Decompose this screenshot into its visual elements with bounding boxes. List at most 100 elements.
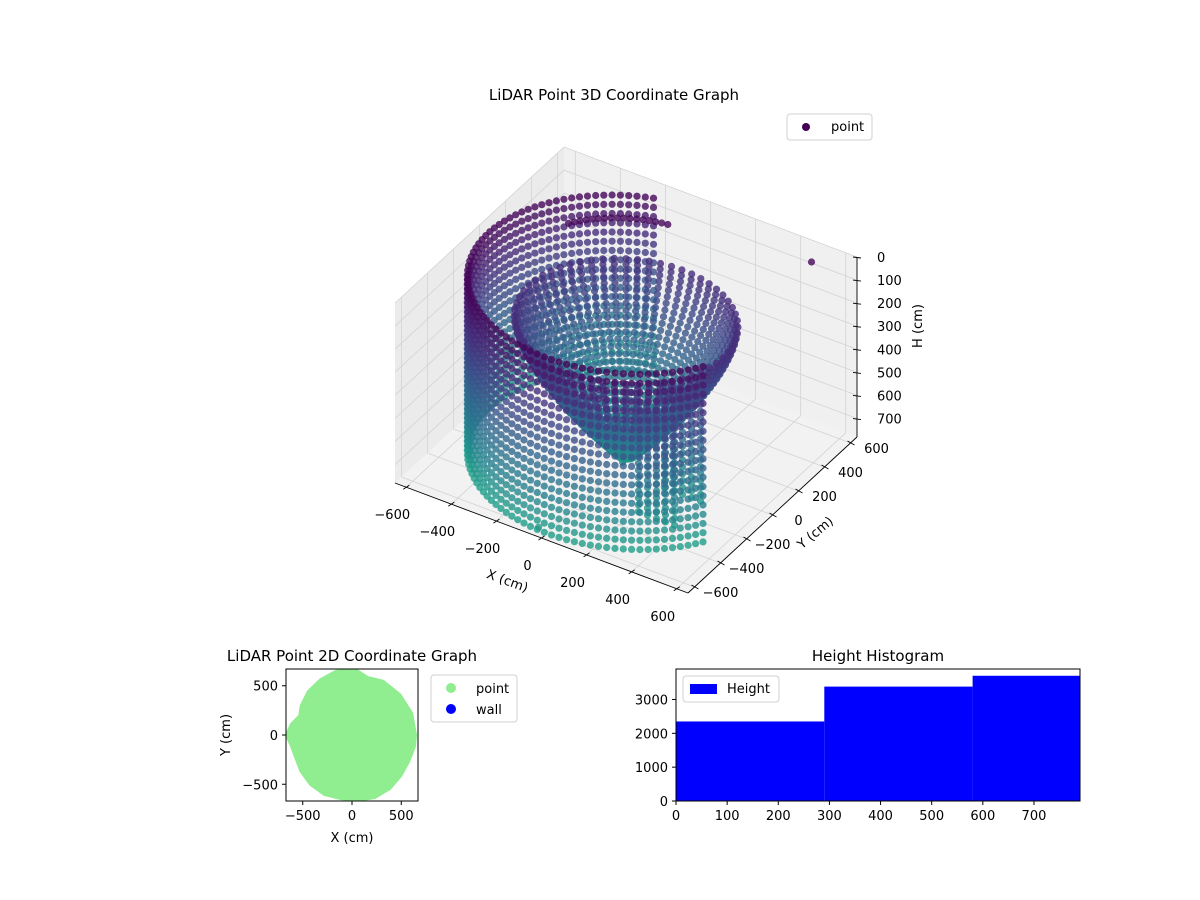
lidar-point-3d — [715, 307, 723, 316]
lidar-point-3d — [586, 523, 595, 531]
lidar-point-3d — [520, 501, 528, 509]
lidar-point-3d — [676, 319, 684, 327]
z-tick-label: 400 — [877, 343, 902, 358]
lidar-point-3d — [541, 282, 549, 291]
lidar-point-3d — [497, 403, 505, 411]
lidar-point-3d — [603, 313, 612, 322]
lidar-point-3d — [712, 359, 721, 367]
lidar-point-3d — [684, 421, 692, 429]
lidar-point-3d — [540, 381, 548, 389]
lidar-point-3d — [652, 370, 660, 378]
lidar-point-3d — [563, 425, 571, 433]
lidar-point-3d — [636, 546, 644, 554]
z-tick-label: 100 — [877, 274, 902, 289]
lidar-point-3d — [636, 370, 644, 378]
lidar-point-3d — [692, 364, 700, 372]
lidar-point-3d — [676, 367, 684, 375]
lidar-point-3d — [538, 228, 546, 236]
lidar-point-3d — [586, 384, 595, 392]
lidar-point-3d — [611, 544, 619, 553]
lidar-point-3d — [513, 299, 521, 307]
lidar-point-3d — [497, 440, 505, 448]
lidar-point-3d — [514, 423, 522, 431]
lidar-point-3d — [537, 299, 546, 307]
chart-histogram-marks — [676, 675, 1080, 801]
grid-y-floor — [401, 476, 695, 588]
lidar-point-3d — [547, 324, 555, 332]
lidar-point-3d — [663, 336, 671, 344]
lidar-point-3d — [625, 201, 633, 209]
lidar-point-3d — [512, 257, 520, 265]
lidar-point-3d — [712, 285, 721, 293]
lidar-point-3d — [644, 398, 652, 406]
lidar-point-3d — [560, 241, 568, 250]
lidar-point-3d — [594, 450, 603, 458]
lidar-point-3d — [492, 482, 500, 490]
lidar-point-3d — [549, 278, 557, 286]
lidar-point-3d — [675, 283, 684, 292]
lidar-point-3d — [555, 413, 563, 421]
lidar-point-3d — [603, 460, 611, 469]
lidar-point-3d — [601, 351, 609, 359]
lidar-point-3d — [668, 377, 677, 386]
lidar-point-3d — [611, 507, 619, 516]
lidar-point-3d — [570, 427, 579, 435]
lidar-point-3d — [599, 260, 607, 269]
lidar-point-3d — [538, 201, 546, 209]
lidar-point-3d — [603, 543, 611, 552]
lidar-point-3d — [721, 325, 729, 333]
lidar-point-3d — [570, 519, 579, 527]
lidar-point-3d — [665, 280, 674, 288]
lidar-point-3d — [688, 310, 696, 318]
lidar-point-3d — [520, 408, 528, 416]
lidar-point-3d — [636, 351, 644, 359]
lidar-point-3d — [622, 313, 630, 321]
lidar-point-3d — [506, 297, 514, 305]
lidar-point-3d — [668, 424, 677, 432]
lidar-point-3d — [592, 228, 600, 236]
lidar-point-3d — [545, 217, 553, 225]
lidar-point-3d — [667, 268, 675, 276]
lidar-point-3d — [497, 329, 505, 337]
lidar-point-3d — [668, 544, 677, 552]
lidar-point-3d — [531, 231, 539, 239]
lidar-point-3d — [644, 481, 652, 489]
lidar-point-3d — [547, 457, 556, 465]
lidar-point-3d — [614, 342, 622, 350]
lidar-point-3d — [526, 485, 535, 493]
lidar-point-3d — [520, 390, 528, 398]
lidar-point-3d — [683, 293, 692, 302]
lidar-point-3d — [592, 300, 601, 309]
lidar-point-3d — [502, 481, 510, 489]
lidar-point-3d — [586, 430, 595, 438]
lidar-point-3d — [570, 371, 579, 380]
lidar-point-3d — [497, 421, 505, 430]
lidar-point-3d — [500, 291, 508, 299]
lidar-point-3d — [570, 538, 579, 546]
lidar-point-3d — [570, 473, 579, 481]
lidar-point-3d — [660, 378, 669, 386]
lidar-point-3d — [611, 489, 619, 497]
lidar-point-3d — [684, 532, 692, 540]
lidar-point-3d — [686, 281, 694, 289]
lidar-point-3d — [563, 480, 571, 488]
lidar-point-3d — [513, 325, 521, 333]
lidar-point-3d — [524, 224, 532, 232]
lidar-point-3d — [659, 313, 668, 321]
lidar-point-3d — [539, 322, 547, 330]
lidar-point-3d — [655, 333, 663, 341]
lidar-point-3d — [540, 362, 548, 370]
lidar-point-3d — [526, 448, 535, 457]
lidar-point-3d — [514, 516, 522, 524]
lidar-point-3d — [502, 407, 510, 415]
lidar-point-3d — [540, 305, 548, 313]
chart-3d-axes: −600−400−2000200400600−600−400−200020040… — [374, 251, 901, 625]
lidar-point-3d — [611, 279, 619, 287]
lidar-point-3d — [648, 362, 656, 370]
lidar-point-3d — [684, 403, 692, 411]
lidar-point-3d — [603, 423, 611, 432]
lidar-point-3d — [650, 310, 659, 318]
lidar-point-3d — [520, 491, 528, 499]
lidar-point-3d — [605, 328, 613, 336]
lidar-point-3d — [594, 533, 603, 541]
